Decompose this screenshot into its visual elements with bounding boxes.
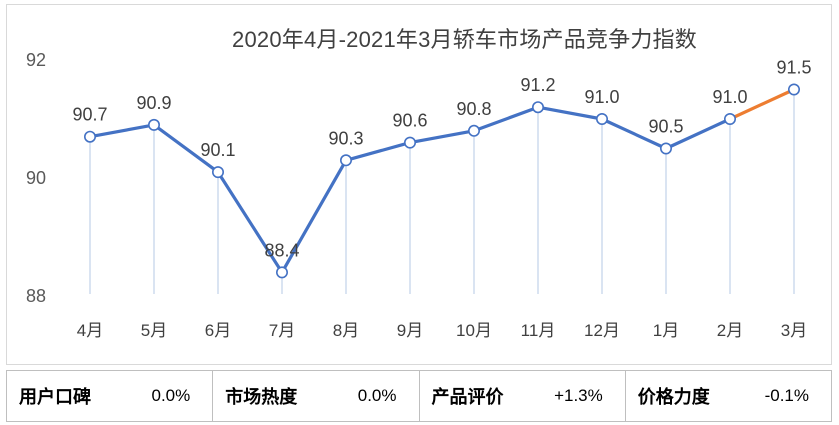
metric-user-reputation: 用户口碑 0.0% bbox=[7, 371, 214, 421]
data-point bbox=[787, 83, 800, 96]
data-point bbox=[659, 142, 672, 155]
data-label: 91.0 bbox=[712, 87, 747, 107]
series-line bbox=[88, 87, 796, 274]
drop-lines bbox=[89, 89, 795, 294]
x-tick-label: 7月 bbox=[269, 321, 295, 340]
data-point bbox=[148, 118, 161, 131]
data-point bbox=[84, 130, 97, 143]
series-segment bbox=[664, 117, 732, 151]
data-label: 90.5 bbox=[648, 117, 683, 137]
y-tick-label: 88 bbox=[26, 286, 46, 306]
data-label: 90.1 bbox=[200, 140, 235, 160]
data-label: 90.8 bbox=[456, 99, 491, 119]
data-point bbox=[339, 154, 352, 167]
x-tick-label: 8月 bbox=[333, 321, 359, 340]
x-tick-label: 3月 bbox=[781, 321, 807, 340]
data-label: 90.7 bbox=[72, 105, 107, 125]
chart-title: 2020年4月-2021年3月轿车市场产品竞争力指数 bbox=[232, 27, 697, 52]
data-label: 91.0 bbox=[584, 87, 619, 107]
metric-value: +1.3% bbox=[554, 386, 603, 405]
data-point bbox=[723, 113, 736, 126]
chart-frame bbox=[6, 4, 832, 365]
y-tick-label: 90 bbox=[26, 168, 46, 188]
data-point bbox=[595, 113, 608, 126]
y-tick-label: 92 bbox=[26, 50, 46, 70]
data-label: 90.9 bbox=[136, 93, 171, 113]
data-labels: 90.7 90.9 90.1 88.4 90.3 90.6 90.8 91.2 91.0 90.5… bbox=[72, 58, 811, 261]
metric-market-heat: 市场热度 0.0% bbox=[213, 371, 420, 421]
series-segment bbox=[280, 158, 348, 274]
metric-price-strength: 价格力度 -0.1% bbox=[626, 371, 831, 421]
series-segment bbox=[536, 105, 604, 121]
x-tick-label: 10月 bbox=[456, 321, 492, 340]
metric-label: 产品评价 bbox=[431, 387, 504, 407]
x-tick-label: 1月 bbox=[653, 321, 679, 340]
series-segment bbox=[472, 105, 540, 133]
x-tick-label: 2月 bbox=[717, 321, 743, 340]
data-points bbox=[84, 83, 800, 279]
x-tick-label: 4月 bbox=[77, 321, 103, 340]
metric-value: 0.0% bbox=[151, 386, 191, 405]
data-point bbox=[275, 266, 288, 279]
metric-product-rating: 产品评价 +1.3% bbox=[420, 371, 626, 421]
x-tick-label: 5月 bbox=[141, 321, 167, 340]
data-point bbox=[467, 124, 480, 137]
metric-label: 用户口碑 bbox=[19, 387, 91, 407]
data-label: 91.5 bbox=[776, 58, 811, 78]
x-tick-label: 11月 bbox=[521, 321, 556, 340]
series-segment bbox=[408, 129, 476, 145]
x-axis: 4月 5月 6月 7月 8月 9月 10月 11月 12月 1月 2月 3月 bbox=[77, 321, 807, 340]
metrics-table: 用户口碑 0.0% 市场热度 0.0% 产品评价 +1.3% 价格力度 -0.1… bbox=[6, 370, 832, 422]
series-segment bbox=[728, 87, 796, 121]
metric-label: 价格力度 bbox=[637, 387, 710, 407]
data-point bbox=[531, 101, 544, 114]
series-segment bbox=[600, 117, 668, 151]
metric-label: 市场热度 bbox=[225, 387, 298, 407]
metric-value: 0.0% bbox=[357, 386, 397, 405]
metric-value: -0.1% bbox=[764, 386, 809, 405]
x-tick-label: 12月 bbox=[584, 321, 620, 340]
x-tick-label: 9月 bbox=[397, 321, 423, 340]
data-label: 91.2 bbox=[520, 75, 555, 95]
data-point bbox=[212, 166, 225, 179]
data-point bbox=[403, 136, 416, 149]
data-label: 90.6 bbox=[392, 111, 427, 131]
data-label: 88.4 bbox=[264, 240, 299, 260]
series-segment bbox=[152, 123, 220, 174]
series-segment bbox=[344, 141, 412, 162]
series-segment bbox=[216, 170, 284, 274]
data-label: 90.3 bbox=[328, 128, 363, 148]
y-axis: 88 90 92 bbox=[26, 50, 46, 306]
series-segment bbox=[88, 123, 156, 139]
x-tick-label: 6月 bbox=[205, 321, 231, 340]
